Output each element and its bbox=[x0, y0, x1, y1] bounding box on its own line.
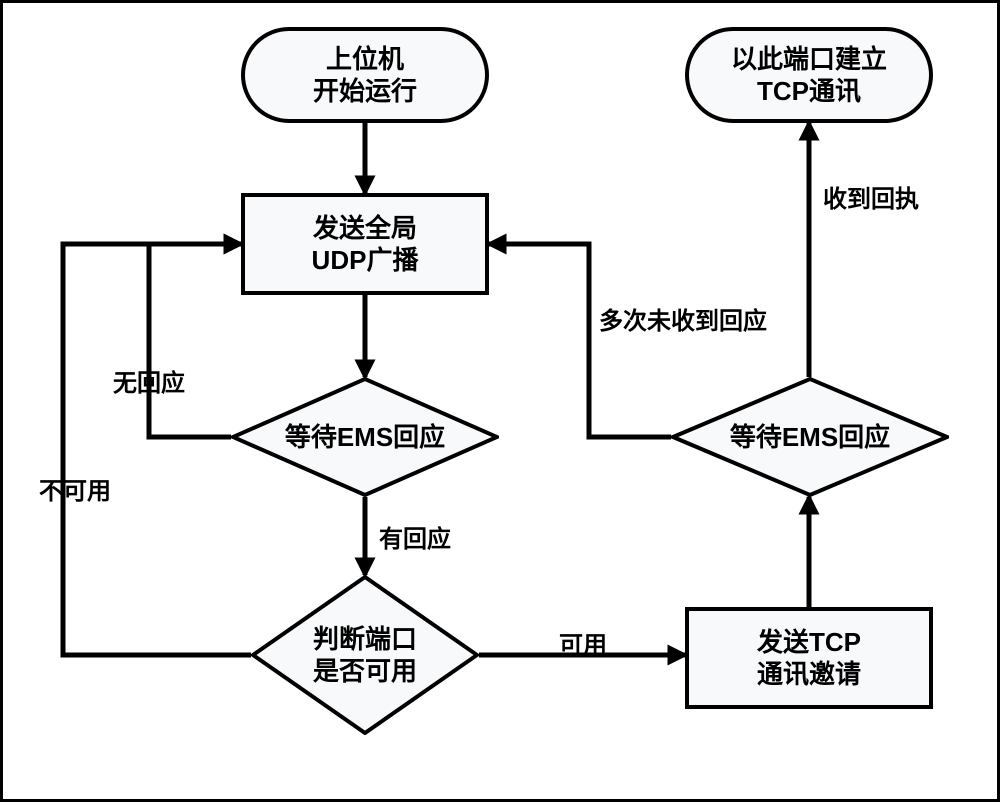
node-end: 以此端口建立TCP通讯 bbox=[685, 27, 933, 123]
node-broadcast: 发送全局UDP广播 bbox=[241, 193, 489, 295]
node-wait1: 等待EMS回应 bbox=[231, 377, 499, 497]
node-start: 上位机开始运行 bbox=[241, 27, 489, 123]
edge-2 bbox=[149, 244, 241, 437]
edge-label-3: 有回应 bbox=[379, 519, 451, 554]
flowchart-canvas: 无回应有回应 不可用可用 多次未收到回应 收到回执 上位机开始运行发送全局UDP广播等待… bbox=[0, 0, 1000, 802]
edge-7 bbox=[489, 244, 671, 437]
node-check_port: 判断端口是否可用 bbox=[251, 575, 479, 735]
node-send_tcp: 发送TCP通讯邀请 bbox=[685, 607, 933, 709]
edge-label-7: 多次未收到回应 bbox=[599, 301, 767, 336]
edge-4 bbox=[63, 244, 251, 655]
edge-label-8: 收到回执 bbox=[823, 179, 919, 214]
edge-label-4: 不可用 bbox=[39, 471, 111, 506]
node-wait2: 等待EMS回应 bbox=[671, 377, 949, 497]
edge-label-2: 无回应 bbox=[113, 363, 185, 398]
edge-label-5: 可用 bbox=[559, 625, 607, 660]
